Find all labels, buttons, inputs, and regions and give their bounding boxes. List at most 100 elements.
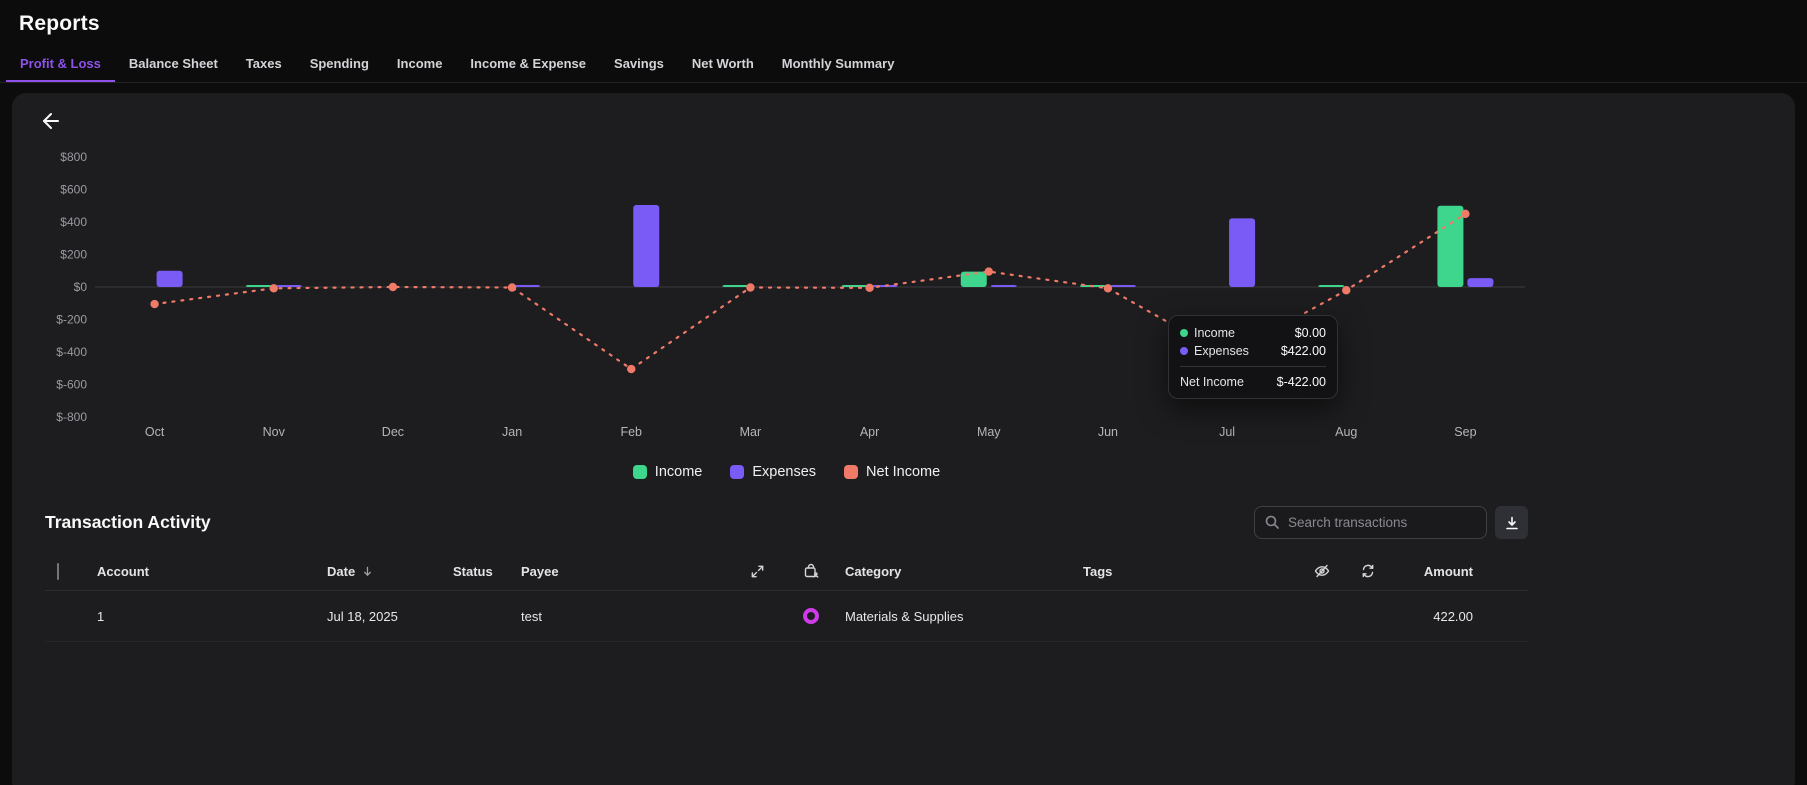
- x-tick-label: Dec: [382, 425, 404, 439]
- income-bar[interactable]: [245, 285, 272, 287]
- chart-legend: Income Expenses Net Income: [45, 464, 1528, 480]
- cell-payee: test: [521, 608, 542, 624]
- transactions-toolbar: Transaction Activity: [45, 506, 1528, 539]
- search-box: [1254, 506, 1487, 539]
- col-payee[interactable]: Payee: [521, 563, 559, 579]
- select-all-cell: [45, 562, 93, 580]
- cell-date: Jul 18, 2025: [327, 608, 398, 624]
- cell-merchant: [781, 608, 841, 624]
- page-title: Reports: [19, 12, 100, 35]
- tab-income-expense[interactable]: Income & Expense: [470, 56, 587, 71]
- tab-spending[interactable]: Spending: [309, 56, 369, 71]
- eye-off-icon: [1314, 564, 1330, 578]
- net-income-point[interactable]: [1461, 209, 1470, 219]
- legend-swatch: [730, 465, 745, 479]
- legend-label: Income: [654, 464, 703, 480]
- col-recurring[interactable]: [1345, 563, 1391, 579]
- income-bar[interactable]: [1318, 285, 1345, 287]
- x-tick-label: Jan: [502, 425, 522, 439]
- table-row[interactable]: 1 Jul 18, 2025 test Materials & Supplies 422…: [45, 591, 1528, 642]
- col-transfer[interactable]: [733, 564, 781, 579]
- net-income-point[interactable]: [984, 267, 993, 276]
- net-income-point[interactable]: [150, 299, 159, 309]
- net-income-point[interactable]: [1103, 284, 1113, 293]
- expenses-bar[interactable]: [1229, 218, 1256, 287]
- tab-net-worth[interactable]: Net Worth: [691, 56, 754, 71]
- search-input[interactable]: [1254, 506, 1487, 539]
- net-income-point[interactable]: [627, 364, 636, 374]
- col-date[interactable]: Date: [323, 564, 449, 579]
- tab-profit-loss[interactable]: Profit & Loss: [6, 45, 115, 82]
- tab-savings[interactable]: Savings: [614, 56, 664, 71]
- transfer-arrows-icon: [751, 565, 763, 577]
- tab-monthly-summary[interactable]: Monthly Summary: [781, 56, 895, 71]
- select-all-checkbox[interactable]: [57, 562, 59, 580]
- table-header: Account Date Status Payee Category Tags: [45, 552, 1528, 591]
- x-tick-label: Jun: [1098, 425, 1118, 439]
- cell-amount: 422.00: [1433, 608, 1473, 624]
- y-tick-label: $200: [60, 248, 87, 262]
- legend-label: Expenses: [752, 464, 817, 480]
- profit-loss-chart: $800 $600 $400 $200 $0 $-200 $-400 $-600 $-800 Oc…: [45, 139, 1795, 480]
- search-icon: [1265, 515, 1279, 529]
- col-category[interactable]: Category: [845, 563, 902, 579]
- x-tick-label: Mar: [740, 425, 762, 439]
- table-body: 1 Jul 18, 2025 test Materials & Supplies 422…: [45, 591, 1528, 642]
- col-amount[interactable]: Amount: [1423, 563, 1473, 579]
- expenses-bar[interactable]: [1467, 278, 1494, 287]
- back-button[interactable]: [39, 107, 73, 135]
- x-tick-label: Sep: [1454, 425, 1476, 439]
- x-tick-label: Aug: [1335, 425, 1357, 439]
- net-income-point[interactable]: [269, 284, 278, 293]
- x-tick-label: May: [977, 425, 1001, 439]
- expenses-bar[interactable]: [275, 285, 302, 287]
- x-tick-label: Oct: [145, 425, 165, 439]
- net-income-point[interactable]: [388, 282, 398, 292]
- expenses-bar[interactable]: [156, 270, 183, 287]
- report-panel: $800 $600 $400 $200 $0 $-200 $-400 $-600 $-800 Oc…: [12, 93, 1795, 785]
- income-bar[interactable]: [960, 271, 987, 287]
- legend-swatch: [844, 465, 859, 479]
- net-income-point[interactable]: [1222, 351, 1232, 360]
- expenses-bar[interactable]: [1109, 285, 1136, 287]
- y-tick-label: $800: [60, 150, 87, 164]
- net-income-point[interactable]: [865, 283, 874, 293]
- col-merchant[interactable]: [781, 563, 841, 579]
- expenses-bar[interactable]: [633, 204, 660, 287]
- net-income-point[interactable]: [746, 283, 755, 292]
- expenses-bar[interactable]: [514, 285, 541, 287]
- col-status[interactable]: Status: [453, 563, 493, 579]
- income-bar[interactable]: [722, 285, 749, 287]
- tab-taxes[interactable]: Taxes: [245, 56, 282, 71]
- net-income-point[interactable]: [507, 283, 517, 292]
- x-tick-label: Nov: [263, 425, 286, 439]
- legend-item[interactable]: Net Income: [844, 464, 940, 480]
- y-tick-label: $-200: [56, 313, 87, 327]
- expenses-bar[interactable]: [871, 285, 898, 287]
- col-hidden[interactable]: [1299, 563, 1345, 579]
- x-tick-label: Jul: [1219, 425, 1235, 439]
- income-bar[interactable]: [841, 285, 868, 287]
- expenses-bar[interactable]: [990, 285, 1017, 287]
- net-income-point[interactable]: [1342, 286, 1351, 295]
- sort-desc-icon: [361, 565, 374, 578]
- y-tick-label: $600: [60, 183, 87, 197]
- report-tabs: Profit & Loss Balance Sheet Taxes Spending I…: [0, 45, 1807, 83]
- y-tick-label: $0: [74, 280, 88, 294]
- income-bar[interactable]: [1437, 205, 1464, 287]
- tab-balance-sheet[interactable]: Balance Sheet: [128, 56, 218, 71]
- cell-category: Materials & Supplies: [845, 608, 964, 624]
- col-tags[interactable]: Tags: [1083, 563, 1113, 579]
- y-tick-label: $-400: [56, 345, 87, 359]
- col-account[interactable]: Account: [97, 563, 149, 579]
- legend-item[interactable]: Expenses: [730, 464, 816, 480]
- x-tick-label: Apr: [860, 425, 879, 439]
- chart-canvas[interactable]: $800 $600 $400 $200 $0 $-200 $-400 $-600 $-800 Oc…: [45, 139, 1528, 449]
- page-header: Reports: [0, 0, 1807, 45]
- arrow-left-icon: [43, 113, 59, 129]
- tab-income[interactable]: Income: [396, 56, 443, 71]
- legend-item[interactable]: Income: [632, 464, 703, 480]
- payee-category-ring[interactable]: [803, 608, 819, 624]
- export-button[interactable]: [1495, 506, 1528, 539]
- y-tick-label: $-600: [56, 378, 87, 392]
